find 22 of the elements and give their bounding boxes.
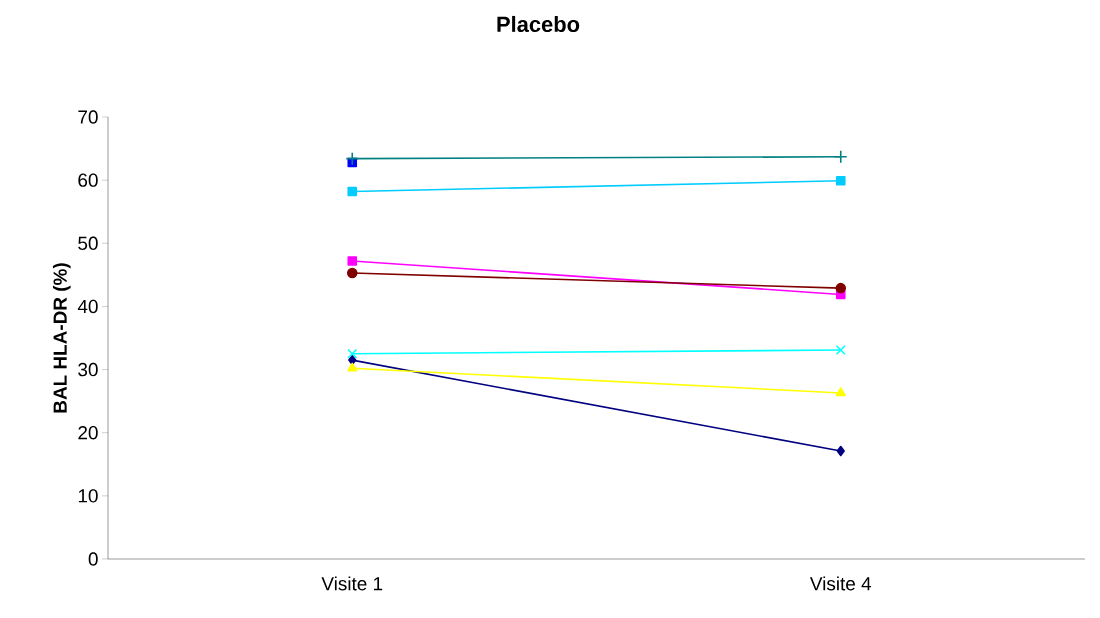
y-tick-label: 20	[78, 426, 98, 440]
point	[835, 344, 846, 356]
point	[835, 282, 847, 294]
point	[833, 150, 848, 164]
x-tick-label: Visite 4	[809, 576, 872, 591]
point	[347, 348, 358, 359]
y-tick-label: 50	[78, 236, 98, 250]
y-axis-title: BAL HLA-DR (%)	[52, 263, 71, 413]
chart-title: Placebo	[497, 15, 580, 33]
y-tick-label: 10	[78, 489, 98, 503]
point	[835, 175, 846, 186]
point	[347, 256, 358, 266]
point	[836, 445, 845, 457]
y-tick-label: 40	[77, 299, 98, 314]
y-tick-label: 30	[78, 362, 98, 377]
point	[347, 186, 358, 197]
x-tick-label: Visite 1	[321, 576, 383, 591]
y-tick-label: 0	[88, 552, 98, 566]
point	[345, 151, 360, 166]
y-tick-label: 70	[78, 110, 98, 124]
point	[346, 267, 358, 279]
y-tick-label: 60	[78, 173, 98, 187]
